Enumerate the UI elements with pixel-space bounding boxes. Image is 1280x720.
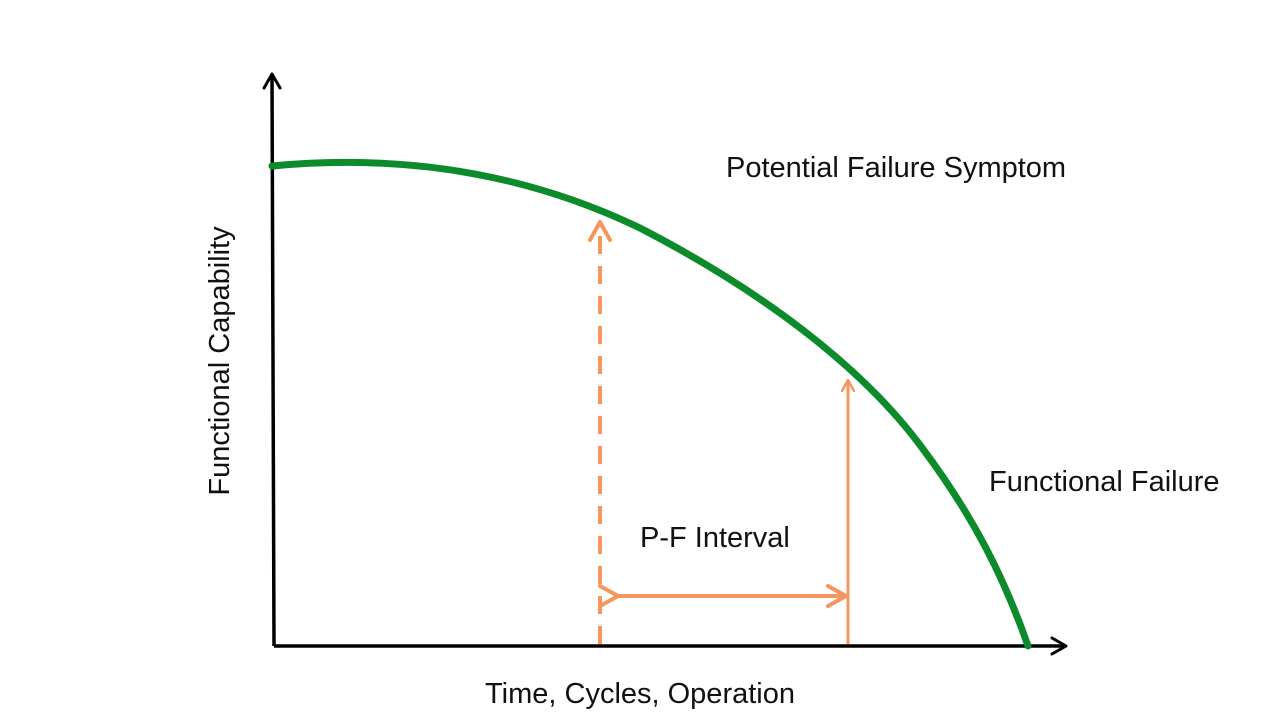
degradation-curve: [268, 158, 1032, 650]
functional-failure-label: Functional Failure: [989, 466, 1220, 498]
pf-interval-label: P-F Interval: [640, 522, 790, 554]
potential-failure-label: Potential Failure Symptom: [726, 152, 1066, 184]
y-axis: [262, 72, 282, 647]
y-axis-label: Functional Capability: [204, 226, 236, 496]
x-axis-label: Time, Cycles, Operation: [485, 678, 795, 710]
